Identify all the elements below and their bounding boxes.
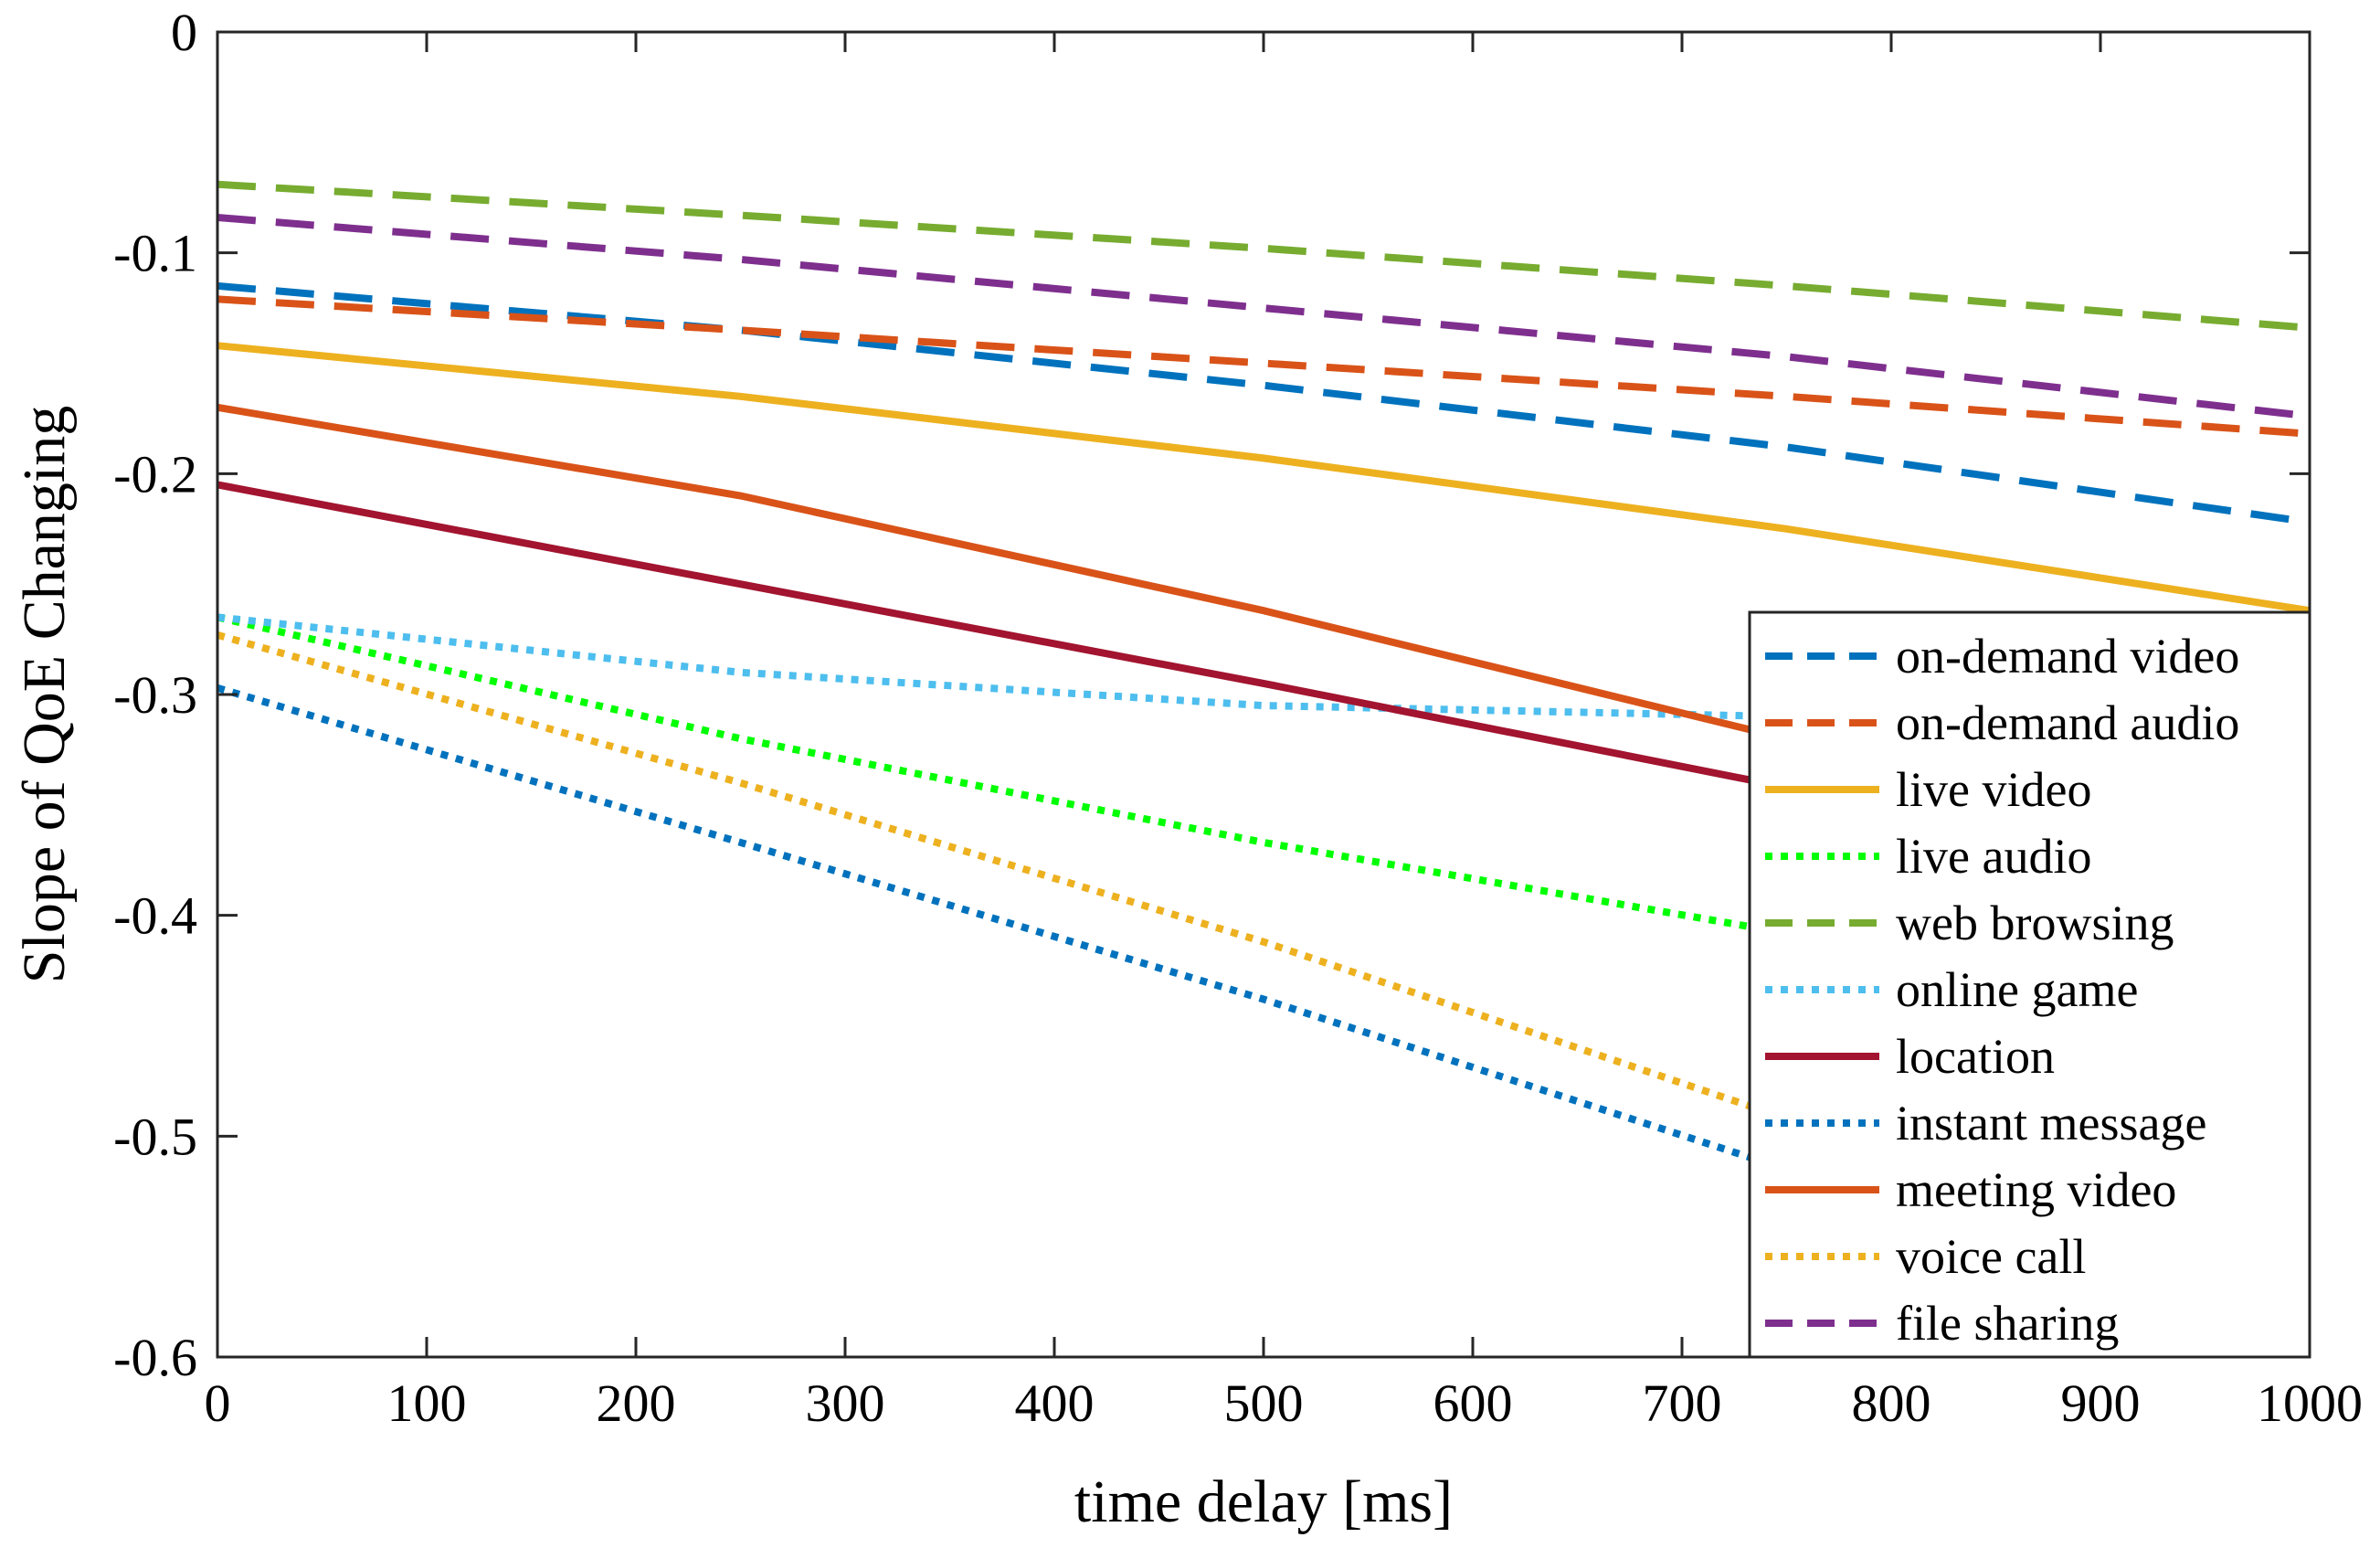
legend-label: online game — [1896, 962, 2138, 1017]
legend-label: meeting video — [1896, 1162, 2176, 1217]
legend-label: on-demand video — [1896, 629, 2239, 684]
legend-entries: on-demand video on-demand audio live video… — [1765, 629, 2239, 1351]
legend-label: location — [1896, 1029, 2055, 1084]
legend-label: voice call — [1896, 1229, 2086, 1284]
y-tick-label: -0.4 — [113, 886, 197, 946]
legend-label: live audio — [1896, 829, 2091, 884]
x-tick-label: 200 — [597, 1373, 676, 1433]
x-tick-label: 300 — [806, 1373, 885, 1433]
y-tick-label: -0.2 — [113, 444, 197, 504]
legend-label: file sharing — [1896, 1296, 2119, 1351]
legend-label: web browsing — [1896, 896, 2174, 950]
y-tick-label: -0.6 — [113, 1328, 197, 1387]
x-tick-label: 800 — [1852, 1373, 1931, 1433]
y-tick-label: -0.3 — [113, 665, 197, 725]
x-tick-label: 0 — [205, 1373, 231, 1433]
x-tick-label: 600 — [1433, 1373, 1513, 1433]
legend-box — [1748, 610, 2311, 1359]
y-axis-label: Slope of QoE Changing — [11, 406, 78, 983]
legend-label: instant message — [1896, 1096, 2206, 1150]
x-tick-label: 1000 — [2257, 1373, 2363, 1433]
x-tick-label: 100 — [387, 1373, 467, 1433]
x-tick-label: 900 — [2061, 1373, 2141, 1433]
x-axis-label: time delay [ms] — [1074, 1468, 1453, 1535]
ticks-layer: 0 100 200 300 400 500 600 700 800 900 1000 0 -0.1 -0.… — [113, 3, 2363, 1433]
x-tick-label: 500 — [1224, 1373, 1304, 1433]
x-tick-label: 400 — [1015, 1373, 1095, 1433]
legend: on-demand video on-demand audio live video… — [1748, 610, 2311, 1359]
y-tick-label: -0.1 — [113, 224, 197, 283]
y-tick-label: 0 — [171, 3, 197, 62]
legend-label: on-demand audio — [1896, 695, 2239, 750]
y-tick-label: -0.5 — [113, 1107, 197, 1166]
series-line-voice-call — [217, 631, 2310, 1295]
legend-label: live video — [1896, 762, 2091, 817]
series-line-live-video — [217, 342, 2310, 615]
x-tick-label: 700 — [1643, 1373, 1722, 1433]
